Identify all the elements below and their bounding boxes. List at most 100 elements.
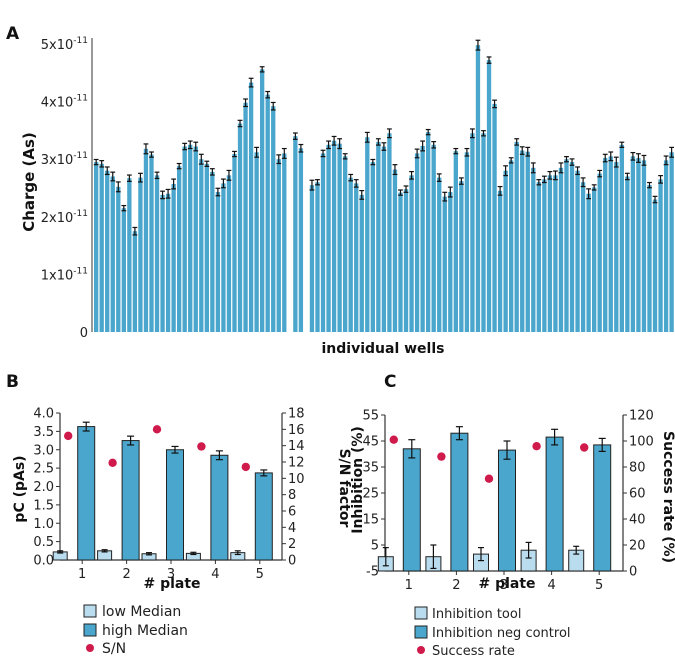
panel-b-x-tick-label: 5 [256, 567, 264, 582]
panel-a-error-bar [187, 140, 193, 150]
panel-a-error-bar [149, 151, 154, 158]
panel-a-x-label: individual wells [322, 341, 445, 357]
panel-a-error-bar [636, 153, 641, 163]
panel-b-marker-sn [241, 462, 250, 472]
panel-a-bar [470, 133, 475, 332]
panel-a-error-bar [525, 146, 531, 157]
panel-a-bar [138, 177, 143, 332]
panel-b-error-bar [190, 551, 197, 556]
panel-a-error-bar [553, 170, 558, 181]
panel-c-bar-inhibition-neg-control [498, 449, 516, 572]
panel-a-bar [586, 193, 591, 332]
panel-a-bar [542, 179, 547, 332]
panel-a-error-bar [381, 142, 387, 151]
panel-a-y-tick-label: 4x10-11 [41, 94, 88, 111]
panel-b-y-tick-label: 2.5 [33, 462, 54, 477]
panel-a-bar [204, 163, 209, 332]
panel-b-x-tick-label: 2 [122, 567, 130, 582]
panel-a-error-bar [647, 181, 652, 189]
panel-b-y-tick-label: 3.5 [33, 425, 54, 440]
panel-a-y-tick-label: 5x10-11 [41, 36, 88, 53]
panel-a-bar [531, 167, 536, 332]
panel-a-bar [403, 189, 409, 332]
panel-a-bar [221, 183, 226, 332]
panel-a-error-bar [248, 77, 254, 88]
panel-c-marker-success-rate [580, 443, 589, 452]
panel-a-error-bar [613, 156, 619, 168]
panel-a-error-bar [342, 153, 348, 160]
panel-a-bar [309, 185, 315, 332]
panel-b-marker-sn [152, 425, 162, 434]
panel-a-error-bar [160, 190, 165, 200]
panel-a-bar [597, 173, 602, 332]
panel-b-legend: low Median high Median S/N [83, 604, 188, 657]
panel-a-error-bar [641, 154, 647, 166]
panel-b-y-tick-label: 4.0 [33, 407, 54, 422]
panel-b-y-tick-label: 0.0 [33, 554, 54, 569]
panel-b-error-bar [101, 549, 108, 553]
panel-a-error-bar [353, 179, 359, 188]
panel-c-letter: C [384, 372, 396, 392]
panel-c-x-tick-label: 4 [547, 578, 555, 593]
panel-a-error-bar [265, 90, 271, 99]
panel-a-error-bar [281, 147, 287, 159]
panel-a-error-bar [359, 189, 365, 200]
panel-a-error-bar [486, 56, 492, 64]
panel-a-bar [636, 158, 641, 332]
panel-a-error-bar [564, 156, 569, 163]
panel-a-error-bar [298, 143, 304, 153]
panel-a-bar [226, 175, 232, 332]
panel-c-x-tick-label: 1 [405, 578, 413, 593]
panel-a-bar [420, 145, 425, 332]
panel-a-bar [437, 177, 442, 332]
panel-a-error-bar [425, 128, 431, 136]
panel-b-y-tick-label: 3.0 [33, 443, 54, 458]
panel-b-y2-tick-label: 14 [288, 439, 305, 454]
panel-b-y2-tick-label: 18 [288, 407, 305, 422]
panel-c-y2-tick-label: 120 [629, 409, 654, 424]
panel-a-bar [343, 156, 348, 332]
panel-b-marker-sn [197, 442, 206, 451]
panel-c-y-tick-label: 45 [362, 435, 379, 450]
panel-a-error-bar [519, 146, 525, 155]
panel-a-bar [492, 103, 497, 333]
panel-c-x-label: # plate [478, 576, 535, 592]
panel-a-error-bar [586, 188, 592, 200]
panel-a-error-bar [243, 98, 248, 108]
panel-a-error-bar [176, 162, 182, 170]
panel-a-bar [459, 181, 464, 332]
legend-label-sn: S/N [102, 641, 126, 657]
panel-a-error-bar [591, 184, 597, 191]
panel-c-error-bar [408, 439, 416, 459]
panel-b-error-bar [234, 550, 241, 556]
panel-a-bar [188, 144, 193, 332]
legend-marker-success-rate [417, 646, 425, 654]
panel-a-error-bar [514, 138, 520, 146]
panel-c-y-label: Inhibition (%) [350, 426, 366, 534]
legend-swatch-high-median [83, 623, 97, 637]
panel-a-error-bar [541, 175, 547, 184]
panel-a-bar [663, 160, 669, 332]
panel-a-bar [320, 153, 326, 332]
panel-a-error-bar [497, 185, 503, 196]
panel-a-bar [326, 144, 331, 332]
panel-a-error-bar [364, 131, 370, 143]
panel-c-y-tick-label: 55 [362, 409, 379, 424]
panel-a-bar [547, 175, 553, 332]
panel-c-y-tick-label: 15 [362, 513, 379, 528]
panel-a: A 0 1x10-11 2x10-11 3x10-11 4x10-11 5x10-11 C… [6, 24, 675, 357]
panel-a-bar [630, 156, 636, 332]
panel-a-bar [647, 185, 652, 332]
panel-c-bar-inhibition-neg-control [545, 436, 564, 572]
panel-b-error-bar [171, 445, 179, 454]
panel-a-error-bar [209, 168, 215, 176]
panel-b-y2-tick-label: 16 [288, 423, 305, 438]
panel-c-error-bar [551, 428, 559, 446]
panel-c-marker-success-rate [437, 452, 446, 461]
panel-b-bar-high-median [77, 426, 96, 561]
panel-a-error-bar [93, 158, 99, 166]
panel-b-error-bar [57, 550, 64, 554]
panel-a-error-bar [624, 172, 630, 181]
panel-c-x-tick-label: 5 [595, 578, 603, 593]
legend-swatch-low-median [83, 604, 97, 618]
